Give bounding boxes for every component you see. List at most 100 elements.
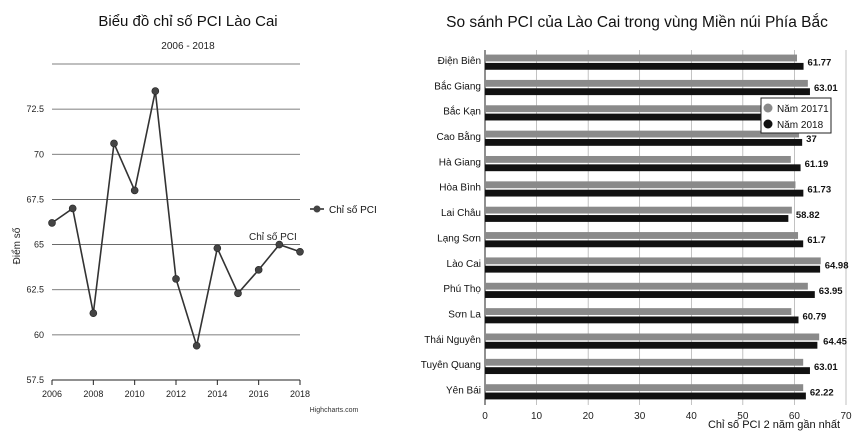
- category-label: Yên Bái: [446, 386, 481, 397]
- x-tick-labels: 2006 2008 2010 2012 2014 2016 2018: [42, 389, 310, 399]
- data-label: 61.73: [807, 185, 831, 196]
- legend-marker-2017: [763, 103, 773, 113]
- legend-marker: [313, 205, 321, 213]
- line-gridlines: [51, 63, 301, 385]
- series-annotation: Chỉ số PCI: [249, 231, 297, 243]
- data-point: [130, 186, 139, 195]
- bar-2018: [485, 164, 801, 172]
- x-tick-label: 20: [583, 411, 595, 422]
- bar-2018: [485, 367, 810, 375]
- x-tick-label: 50: [737, 411, 749, 422]
- y-tick-label: 70: [34, 149, 44, 159]
- bar-legend[interactable]: Năm 20171 Năm 2018: [760, 97, 832, 134]
- legend-marker-2018: [763, 119, 773, 129]
- x-tick-label: 2010: [125, 389, 145, 399]
- y-tick-label: 57.5: [26, 375, 44, 385]
- bar-2018: [485, 265, 821, 273]
- bar-2018: [485, 392, 806, 400]
- data-point: [151, 87, 160, 95]
- x-axis-label: Chỉ số PCI 2 năm gần nhất: [708, 419, 840, 431]
- category-labels: Điện Biên Bắc Giang Bắc Kạn Cao Bằng Hà Gian…: [421, 56, 482, 397]
- pci-series-line: [51, 90, 301, 349]
- bar-2017: [485, 282, 808, 290]
- x-tick-label: 2016: [249, 389, 269, 399]
- bar-2018: [485, 189, 804, 197]
- bar-2017: [485, 105, 801, 113]
- data-label: 58.82: [796, 210, 820, 221]
- category-label: Sơn La: [448, 310, 481, 321]
- bar-2017: [485, 384, 804, 392]
- category-label: Hòa Bình: [439, 183, 481, 194]
- chart-credit: Highcharts.com: [310, 407, 359, 414]
- data-label: 63.01: [814, 362, 838, 373]
- x-tick-label: 70: [840, 411, 852, 422]
- data-point: [48, 219, 56, 227]
- x-tick-labels: 0 10 20 30 40 50 60 70: [482, 411, 852, 422]
- data-point: [172, 275, 180, 283]
- bar-2017: [485, 358, 804, 366]
- data-label: 63.95: [819, 286, 843, 297]
- bar-2017: [485, 232, 799, 239]
- x-tick-label: 2018: [290, 389, 310, 399]
- bar-2018: [485, 215, 789, 222]
- line-chart-title: Biểu đồ chỉ số PCI Lào Cai: [98, 13, 277, 30]
- x-tick-label: 2012: [166, 389, 186, 399]
- y-tick-labels: 57.5 60 62.5 65 67.5 70 72.5: [26, 104, 44, 385]
- data-label: 62.22: [810, 387, 834, 398]
- category-label: Phú Thọ: [443, 284, 481, 295]
- x-tick-label: 30: [634, 411, 646, 422]
- data-label: 61.77: [808, 58, 832, 69]
- bar-2018: [485, 113, 798, 121]
- y-tick-label: 72.5: [26, 104, 44, 114]
- x-tick-label: 2006: [42, 389, 62, 399]
- category-label: Bắc Kạn: [443, 105, 481, 118]
- x-tick-label: 2014: [207, 389, 227, 399]
- data-point: [213, 244, 222, 252]
- category-label: Lai Châu: [441, 208, 481, 219]
- line-legend[interactable]: Chỉ số PCI: [310, 204, 377, 216]
- bar-2018: [485, 88, 810, 96]
- y-tick-label: 65: [34, 240, 44, 250]
- data-label: 61.7: [807, 235, 826, 246]
- legend-series-label: Chỉ số PCI: [329, 204, 377, 216]
- category-label: Thái Nguyên: [424, 335, 481, 346]
- x-tick-label: 40: [686, 411, 698, 422]
- bar-2017: [485, 308, 792, 315]
- data-point: [296, 247, 304, 256]
- x-tick-label: 60: [789, 411, 801, 422]
- bar-2017: [485, 79, 808, 87]
- data-point: [234, 289, 242, 298]
- y-tick-label: 60: [34, 330, 44, 340]
- data-point: [68, 204, 77, 213]
- data-point: [254, 266, 263, 274]
- bar-2017: [485, 333, 820, 341]
- data-point: [275, 240, 284, 249]
- category-label: Tuyên Quang: [421, 360, 481, 371]
- category-label: Lạng Sơn: [437, 233, 481, 244]
- bar-2018: [485, 138, 803, 146]
- category-label: Điện Biên: [438, 56, 481, 67]
- bar-chart-title: So sánh PCI của Lào Cai trong vùng Miền …: [446, 14, 828, 31]
- x-tick-label: 2008: [83, 389, 103, 399]
- category-label: Bắc Giang: [434, 79, 481, 92]
- bar-2018: [485, 240, 804, 248]
- bar-2017: [485, 257, 821, 265]
- data-point: [89, 309, 98, 317]
- pci-series: [48, 87, 304, 350]
- bar-2018: [485, 291, 815, 298]
- category-label: Cao Bằng: [437, 130, 481, 143]
- bar-2018: [485, 316, 799, 324]
- bar-2017: [485, 54, 798, 62]
- bar-2017: [485, 155, 791, 163]
- pci-line-chart: Biểu đồ chỉ số PCI Lào Cai 2006 - 2018 Đ…: [11, 13, 377, 414]
- data-point: [192, 341, 201, 350]
- data-label: 64.45: [823, 337, 847, 348]
- bar-2017: [485, 130, 800, 138]
- bar-2017: [485, 206, 792, 214]
- data-label: 37: [806, 134, 817, 145]
- bar-2018: [485, 62, 804, 70]
- data-label: 63.01: [814, 83, 838, 94]
- data-label: 64.98: [825, 261, 849, 272]
- y-tick-label: 62.5: [26, 285, 44, 295]
- category-label: Hà Giang: [439, 157, 481, 168]
